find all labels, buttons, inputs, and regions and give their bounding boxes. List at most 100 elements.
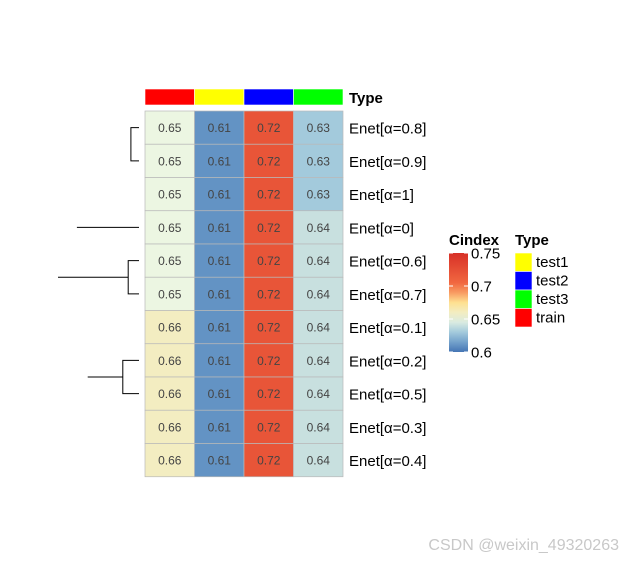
type-legend-title: Type (515, 232, 549, 249)
dendrogram-branch (130, 127, 139, 162)
heatmap-cell (194, 210, 245, 245)
heatmap-cell (243, 310, 294, 345)
cell-value-label: 0.61 (208, 454, 232, 468)
cell-value-label: 0.65 (158, 254, 182, 268)
cell-value-label: 0.66 (158, 387, 182, 401)
heatmap-cell (293, 409, 344, 444)
cell-value-label: 0.65 (158, 188, 182, 202)
heatmap-cell (144, 409, 195, 444)
heatmap-cell (144, 310, 195, 345)
heatmap-cell (194, 177, 245, 212)
cell-value-label: 0.64 (307, 354, 331, 368)
heatmap-cell (293, 210, 344, 245)
cell-value-label: 0.72 (257, 387, 281, 401)
type-legend-label: test2 (536, 273, 569, 290)
watermark: CSDN @weixin_49320263 (428, 537, 619, 554)
dendrogram-branch (127, 260, 139, 295)
cell-value-label: 0.63 (307, 188, 331, 202)
row-label: Enet[α=0.8] (349, 121, 426, 138)
cell-value-label: 0.72 (257, 420, 281, 434)
cell-value-label: 0.61 (208, 154, 232, 168)
cell-value-label: 0.72 (257, 154, 281, 168)
heatmap-cell (293, 110, 344, 145)
row-label: Enet[α=0.5] (349, 387, 426, 404)
heatmap-cell (194, 110, 245, 145)
cell-value-label: 0.65 (158, 221, 182, 235)
cell-value-label: 0.64 (307, 321, 331, 335)
heatmap-cell (194, 443, 245, 478)
cell-value-label: 0.66 (158, 354, 182, 368)
heatmap-cell (243, 343, 294, 378)
heatmap-cell (293, 143, 344, 178)
row-label: Enet[α=0.7] (349, 287, 426, 304)
heatmap-cell (194, 243, 245, 278)
color-legend-tick-label: 0.65 (471, 312, 500, 329)
annotation-cell-test1 (194, 88, 245, 106)
cell-value-label: 0.61 (208, 387, 232, 401)
cell-value-label: 0.72 (257, 188, 281, 202)
cell-value-label: 0.72 (257, 254, 281, 268)
annotation-label: Type (349, 90, 383, 107)
cell-value-label: 0.72 (257, 121, 281, 135)
type-legend-label: test1 (536, 254, 569, 271)
heatmap-cell (144, 443, 195, 478)
cell-value-label: 0.72 (257, 321, 281, 335)
heatmap-cell (194, 143, 245, 178)
row-label: Enet[α=0.2] (349, 353, 426, 370)
heatmap-cell (293, 243, 344, 278)
heatmap-cell (144, 276, 195, 311)
row-label: Enet[α=0.9] (349, 154, 426, 171)
heatmap-cell (243, 409, 294, 444)
heatmap-cell (293, 310, 344, 345)
cell-value-label: 0.64 (307, 454, 331, 468)
color-legend-bar (449, 253, 468, 352)
heatmap-cell (243, 110, 294, 145)
row-label: Enet[α=0.4] (349, 453, 426, 470)
heatmap-cell (243, 443, 294, 478)
cell-value-label: 0.72 (257, 287, 281, 301)
type-legend-swatch-test2 (514, 271, 533, 291)
cell-value-label: 0.61 (208, 321, 232, 335)
cell-value-label: 0.63 (307, 121, 331, 135)
cell-value-label: 0.64 (307, 254, 331, 268)
color-legend-tick-label: 0.75 (471, 246, 500, 263)
heatmap-cell (293, 443, 344, 478)
type-legend-swatch-train (514, 308, 533, 328)
cell-value-label: 0.72 (257, 354, 281, 368)
color-legend-tick-label: 0.6 (471, 345, 492, 362)
color-legend-title: Cindex (449, 232, 500, 249)
cell-value-label: 0.61 (208, 188, 232, 202)
heatmap-cell (293, 376, 344, 411)
heatmap-cell (293, 276, 344, 311)
cell-value-label: 0.66 (158, 454, 182, 468)
cell-value-label: 0.64 (307, 287, 331, 301)
annotation-cell-test3 (293, 88, 344, 106)
type-legend-swatch-test1 (514, 252, 533, 272)
cell-value-label: 0.72 (257, 454, 281, 468)
type-legend-label: train (536, 310, 565, 327)
row-label: Enet[α=0.6] (349, 254, 426, 271)
dendrogram-branch (122, 359, 139, 395)
heatmap-cell (144, 110, 195, 145)
type-legend-label: test3 (536, 291, 569, 308)
cell-value-label: 0.64 (307, 387, 331, 401)
cell-value-label: 0.64 (307, 221, 331, 235)
heatmap-cell (243, 243, 294, 278)
cell-value-label: 0.61 (208, 354, 232, 368)
cell-value-label: 0.65 (158, 287, 182, 301)
cell-value-label: 0.61 (208, 287, 232, 301)
color-legend-tick-label: 0.7 (471, 279, 492, 296)
cell-value-label: 0.63 (307, 154, 331, 168)
cell-value-label: 0.64 (307, 420, 331, 434)
cell-value-label: 0.61 (208, 254, 232, 268)
cell-value-label: 0.72 (257, 221, 281, 235)
annotation-cell-train (144, 88, 195, 106)
heatmap-cell (194, 276, 245, 311)
cell-value-label: 0.66 (158, 321, 182, 335)
heatmap-cell (144, 243, 195, 278)
annotation-cell-test2 (243, 88, 294, 106)
heatmap-cell (144, 343, 195, 378)
type-legend-swatch-test3 (514, 289, 533, 309)
cell-value-label: 0.65 (158, 121, 182, 135)
